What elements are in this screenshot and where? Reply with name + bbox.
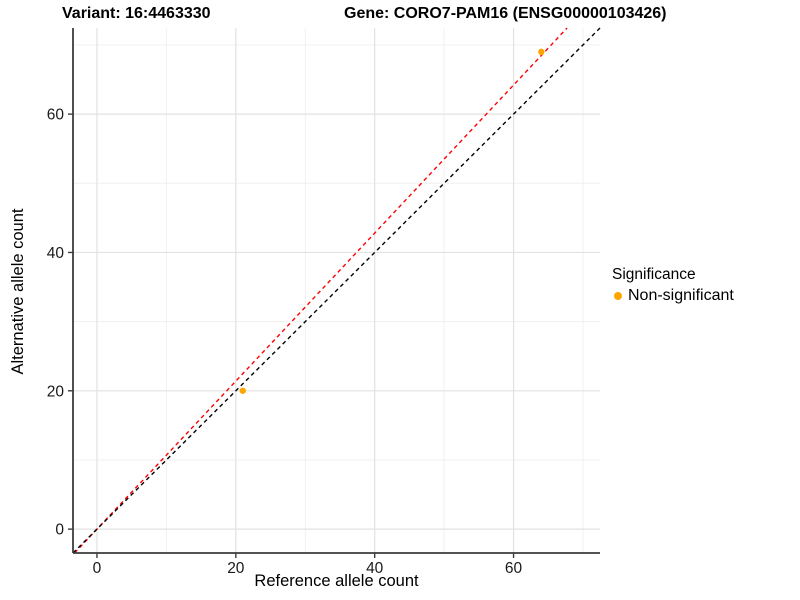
x-tick-label: 20 <box>227 560 245 577</box>
legend: Significance Non-significant <box>612 266 734 305</box>
data-point <box>538 48 545 56</box>
legend-title: Significance <box>612 266 696 283</box>
y-tick-label: 60 <box>47 107 65 124</box>
identity-line <box>72 27 601 554</box>
data-point <box>239 387 246 394</box>
x-tick-label: 60 <box>505 560 523 577</box>
x-tick-label: 0 <box>93 560 102 577</box>
y-axis-title: Alternative allele count <box>9 208 27 375</box>
x-tick-label: 40 <box>366 560 384 577</box>
x-axis-title: Reference allele count <box>254 572 419 590</box>
fit-line <box>74 27 568 554</box>
y-tick-label: 40 <box>47 245 65 262</box>
y-tick-label: 0 <box>55 522 64 539</box>
y-tick-label: 20 <box>47 383 65 400</box>
gene-title: Gene: CORO7-PAM16 (ENSG00000103426) <box>344 5 667 22</box>
legend-item: Non-significant <box>612 287 734 305</box>
legend-point-icon <box>614 292 622 300</box>
legend-item-label: Non-significant <box>628 287 734 304</box>
variant-title: Variant: 16:4463330 <box>62 5 211 22</box>
